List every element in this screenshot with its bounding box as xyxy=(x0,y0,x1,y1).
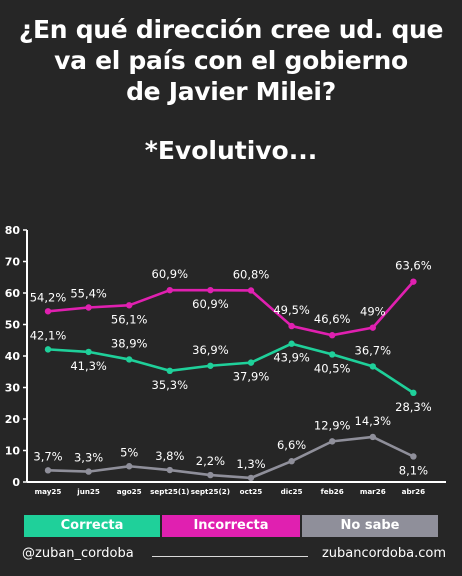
data-point-incorrecta xyxy=(166,286,173,294)
data-point-incorrecta xyxy=(207,286,214,294)
chart-title: ¿En qué dirección cree ud. que va el paí… xyxy=(0,14,462,107)
data-point-correcta xyxy=(85,348,92,356)
data-label-correcta: 36,9% xyxy=(192,343,229,357)
y-tick-label: 80 xyxy=(5,224,21,237)
x-tick-label: dic25 xyxy=(281,487,303,496)
data-label-no-sabe: 3,7% xyxy=(33,449,62,463)
title-line-2: va el país con el gobierno xyxy=(54,46,408,75)
data-label-correcta: 36,7% xyxy=(355,343,392,357)
footer-site[interactable]: zubancordoba.com xyxy=(321,546,446,561)
data-label-correcta: 38,9% xyxy=(111,336,148,350)
data-point-no-sabe xyxy=(247,474,255,482)
data-point-correcta xyxy=(126,356,133,363)
data-label-incorrecta: 60,9% xyxy=(192,297,229,311)
data-point-no-sabe xyxy=(126,463,133,470)
footer-divider xyxy=(152,556,308,557)
data-point-no-sabe xyxy=(329,438,336,445)
chart-subtitle: *Evolutivo... xyxy=(144,136,318,165)
x-tick-label: may25 xyxy=(35,487,62,496)
data-point-no-sabe xyxy=(207,471,214,479)
data-point-incorrecta xyxy=(410,278,417,285)
data-point-incorrecta xyxy=(126,302,133,309)
data-label-incorrecta: 60,8% xyxy=(233,267,270,281)
data-label-correcta: 43,9% xyxy=(273,351,310,365)
data-label-correcta: 28,3% xyxy=(395,400,432,414)
data-point-no-sabe xyxy=(85,468,92,475)
data-point-incorrecta xyxy=(369,324,376,331)
data-label-incorrecta: 60,9% xyxy=(152,267,189,281)
data-point-correcta xyxy=(369,363,376,370)
y-tick-label: 30 xyxy=(5,382,21,395)
x-tick-label: oct25 xyxy=(240,487,263,496)
y-tick-label: 60 xyxy=(5,287,21,300)
data-label-incorrecta: 55,4% xyxy=(70,286,107,300)
line-chart: 0 10 20 30 40 50 60 70 80 may25 jun25 ago25 sept25(1… xyxy=(5,224,446,496)
x-tick-label: sept25(1) xyxy=(150,487,189,496)
data-point-correcta xyxy=(207,362,214,369)
data-point-no-sabe xyxy=(369,433,376,441)
data-label-correcta: 42,1% xyxy=(30,328,67,342)
data-label-incorrecta: 49% xyxy=(360,305,386,319)
data-point-incorrecta xyxy=(44,308,52,315)
data-point-incorrecta xyxy=(85,304,92,311)
legend-incorrecta: Incorrecta xyxy=(162,515,300,537)
data-point-no-sabe xyxy=(288,458,295,465)
data-point-no-sabe xyxy=(166,466,173,474)
y-tick-label: 70 xyxy=(5,256,21,269)
data-label-incorrecta: 56,1% xyxy=(111,312,148,326)
y-tick-label: 50 xyxy=(5,319,21,332)
data-label-incorrecta: 46,6% xyxy=(314,312,351,326)
data-label-no-sabe: 8,1% xyxy=(399,463,428,477)
data-label-no-sabe: 3,3% xyxy=(74,451,103,465)
data-label-incorrecta: 63,6% xyxy=(395,259,432,273)
data-label-correcta: 37,9% xyxy=(233,370,270,384)
legend-no-sabe-label: No sabe xyxy=(340,518,400,533)
series-line-incorrecta xyxy=(47,280,415,337)
x-tick-label: feb26 xyxy=(321,487,344,496)
data-label-no-sabe: 5% xyxy=(120,445,138,459)
x-tick-label: abr26 xyxy=(402,487,426,496)
data-point-correcta xyxy=(410,389,417,397)
data-point-incorrecta xyxy=(247,287,255,294)
data-point-correcta xyxy=(44,346,52,353)
data-point-no-sabe xyxy=(410,453,417,460)
data-point-correcta xyxy=(247,359,255,366)
x-tick-label: mar26 xyxy=(360,487,386,496)
data-point-correcta xyxy=(166,367,173,375)
title-line-1: ¿En qué dirección cree ud. que xyxy=(18,15,444,44)
x-tick-label: sept25(2) xyxy=(191,487,230,496)
data-label-no-sabe: 2,2% xyxy=(196,454,225,468)
data-point-correcta xyxy=(329,351,336,358)
y-tick-label: 20 xyxy=(5,413,21,426)
series-line-correcta xyxy=(47,342,415,394)
data-label-incorrecta: 49,5% xyxy=(273,303,310,317)
footer-handle[interactable]: @zuban_cordoba xyxy=(22,546,134,561)
series-line-no-sabe xyxy=(47,435,414,480)
title-line-3: de Javier Milei? xyxy=(126,77,336,106)
data-label-no-sabe: 12,9% xyxy=(314,418,351,432)
legend-no-sabe: No sabe xyxy=(302,515,438,537)
legend-correcta: Correcta xyxy=(24,515,160,537)
data-label-correcta: 41,3% xyxy=(70,359,107,373)
data-point-incorrecta xyxy=(329,332,336,339)
data-label-no-sabe: 1,3% xyxy=(236,457,265,471)
y-tick-label: 0 xyxy=(12,476,20,489)
data-point-no-sabe xyxy=(44,467,52,474)
data-label-no-sabe: 3,8% xyxy=(155,449,184,463)
y-tick-label: 10 xyxy=(5,445,21,458)
y-tick-label: 40 xyxy=(5,350,21,363)
legend-correcta-label: Correcta xyxy=(60,518,124,533)
data-label-correcta: 35,3% xyxy=(152,378,189,392)
data-label-no-sabe: 6,6% xyxy=(277,438,306,452)
data-label-no-sabe: 14,3% xyxy=(355,414,392,428)
data-point-incorrecta xyxy=(288,322,295,330)
legend-incorrecta-label: Incorrecta xyxy=(193,518,269,533)
x-tick-label: ago25 xyxy=(117,487,142,496)
data-label-incorrecta: 54,2% xyxy=(30,290,67,304)
data-label-correcta: 40,5% xyxy=(314,361,351,375)
data-point-correcta xyxy=(288,340,295,347)
x-tick-label: jun25 xyxy=(76,487,100,496)
